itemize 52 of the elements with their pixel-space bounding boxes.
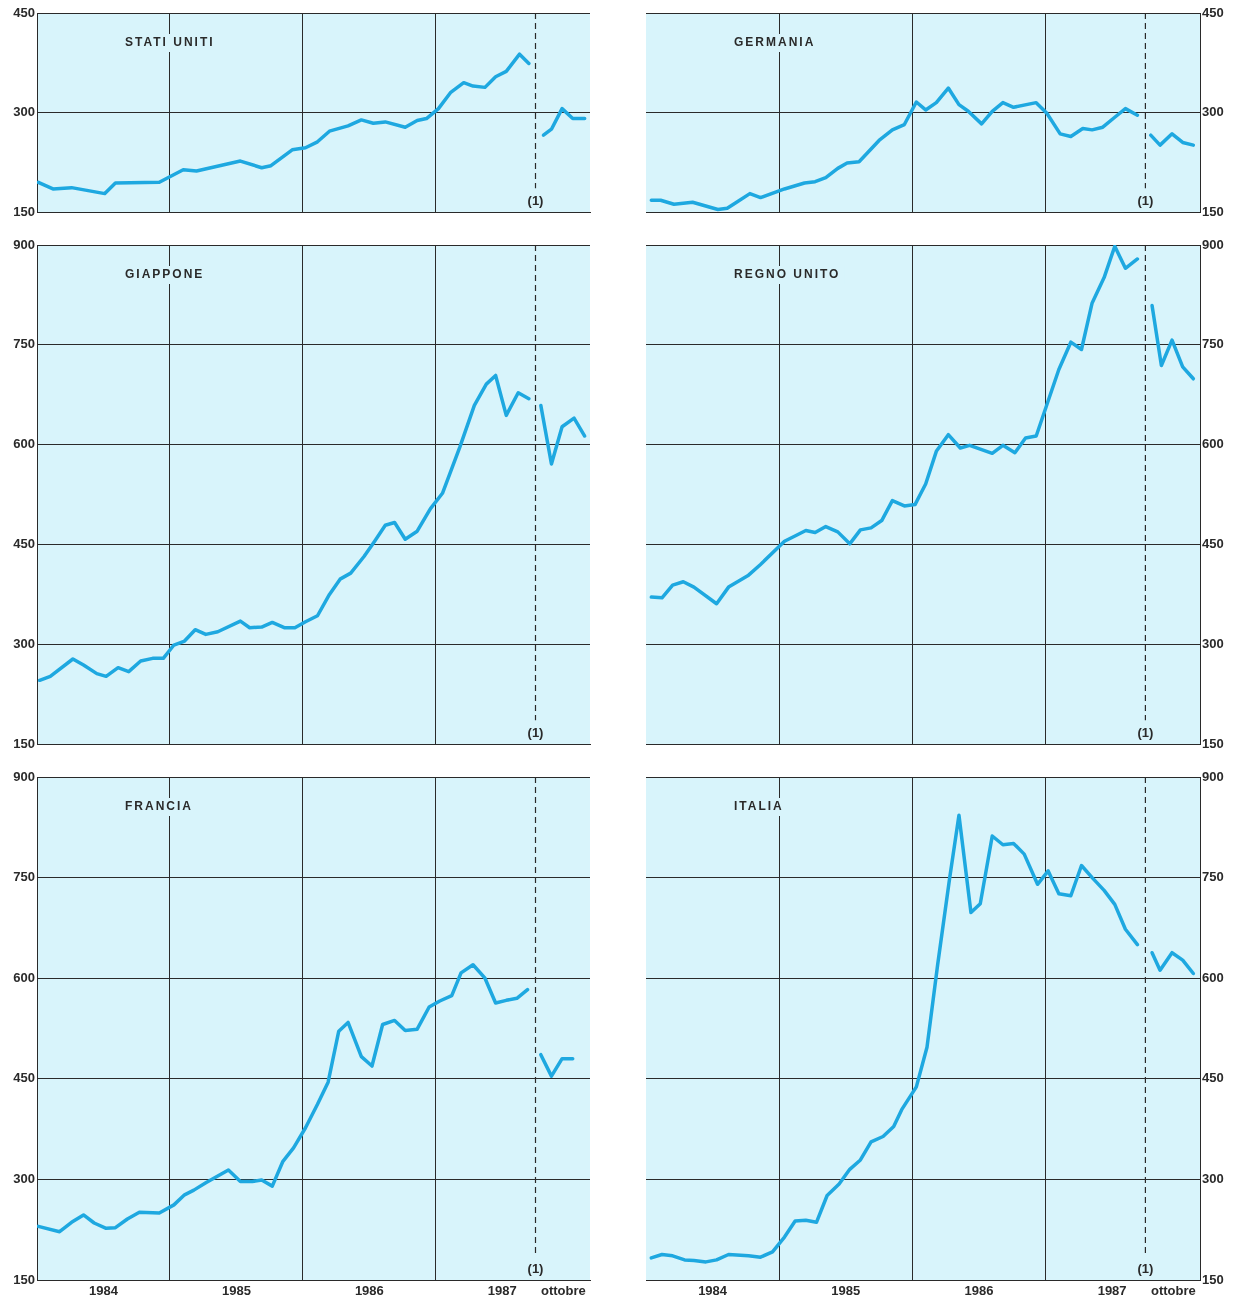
annotation: (1) [527, 193, 544, 209]
y-tick-label: 300 [13, 1170, 35, 1186]
y-tick-label: 900 [13, 768, 35, 784]
x-tick-label: 1985 [831, 1283, 861, 1299]
y-tick-label: 450 [1202, 4, 1224, 20]
text: FRANCIA [125, 799, 193, 814]
y-tick-label: 750 [13, 869, 35, 885]
y-tick-label: 300 [13, 635, 35, 651]
y-tick-label: 150 [1202, 735, 1224, 751]
x-tick-label: 1984 [89, 1283, 119, 1299]
y-tick-label: 150 [13, 735, 35, 751]
text: GERMANIA [734, 35, 816, 50]
y-tick-label: 150 [1202, 203, 1224, 219]
y-tick-label: 600 [1202, 436, 1224, 452]
x-tick-label: 1984 [698, 1283, 728, 1299]
text: GIAPPONE [125, 267, 205, 282]
y-tick-label: 750 [1202, 869, 1224, 885]
y-tick-label: 450 [13, 1070, 35, 1086]
y-tick-label: 300 [1202, 635, 1224, 651]
y-tick-label: 900 [1202, 768, 1224, 784]
y-tick-label: 150 [1202, 1271, 1224, 1287]
y-tick-label: 150 [13, 1271, 35, 1287]
y-tick-label: 600 [13, 969, 35, 985]
text: STATI UNITI [125, 35, 215, 50]
annotation: (1) [1137, 1261, 1154, 1277]
y-tick-label: 450 [1202, 1070, 1224, 1086]
y-tick-label: 600 [13, 436, 35, 452]
x-tick-label: ottobre [1150, 1283, 1196, 1299]
y-tick-label: 450 [13, 536, 35, 552]
y-tick-label: 300 [1202, 104, 1224, 120]
text: ITALIA [734, 799, 784, 814]
y-tick-label: 450 [1202, 536, 1224, 552]
x-tick-label: 1986 [964, 1283, 994, 1299]
x-tick-label: 1986 [354, 1283, 384, 1299]
y-tick-label: 900 [1202, 236, 1224, 252]
y-tick-label: 300 [1202, 1170, 1224, 1186]
annotation: (1) [527, 725, 544, 741]
y-tick-label: 750 [13, 336, 35, 352]
y-tick-label: 600 [1202, 969, 1224, 985]
y-tick-label: 900 [13, 236, 35, 252]
y-tick-label: 300 [13, 104, 35, 120]
text: REGNO UNITO [734, 267, 841, 282]
annotation: (1) [1137, 193, 1154, 209]
annotation: (1) [1137, 725, 1154, 741]
x-tick-label: 1987 [487, 1283, 517, 1299]
y-tick-label: 450 [13, 4, 35, 20]
x-tick-label: 1987 [1097, 1283, 1127, 1299]
x-tick-label: ottobre [541, 1283, 586, 1299]
y-tick-label: 750 [1202, 336, 1224, 352]
x-tick-label: 1985 [221, 1283, 251, 1299]
y-tick-label: 150 [13, 203, 35, 219]
annotation: (1) [527, 1261, 544, 1277]
